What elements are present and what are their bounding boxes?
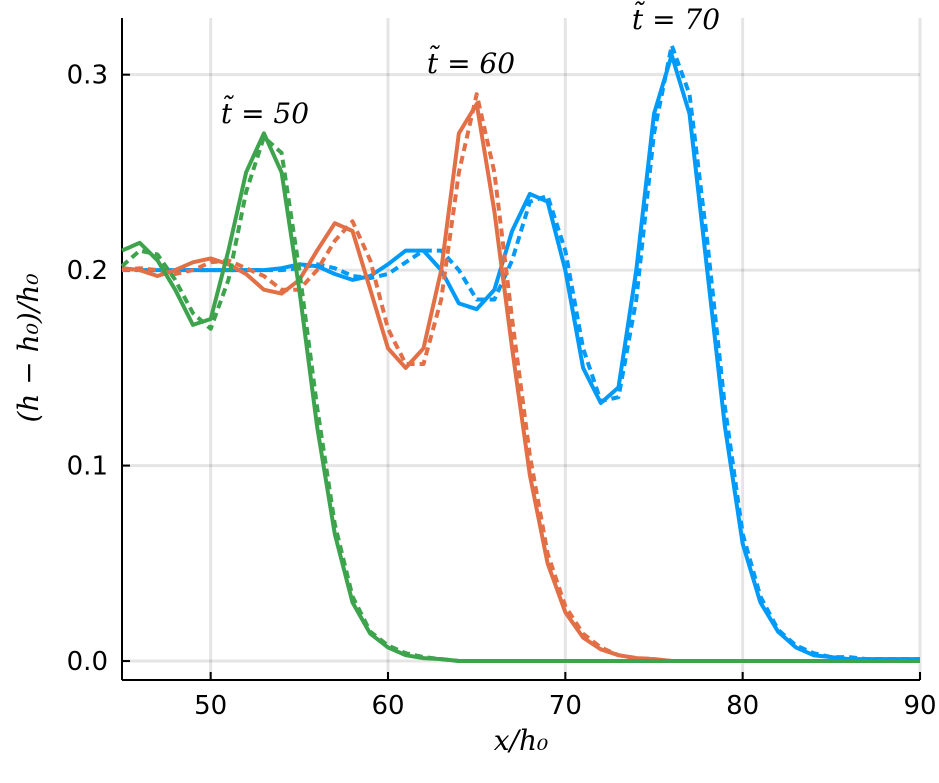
x-axis-label: x/h₀ <box>494 724 548 757</box>
x-tick-label: 50 <box>194 691 227 721</box>
annotation: t̃ = 70 <box>632 1 720 36</box>
y-tick-label: 0.0 <box>67 647 108 677</box>
annotation: t̃ = 60 <box>427 45 515 80</box>
x-tick-label: 60 <box>371 691 404 721</box>
x-tick-label: 70 <box>549 691 582 721</box>
y-tick-label: 0.1 <box>67 452 108 482</box>
line <box>121 92 920 663</box>
x-tick-label: 80 <box>726 691 759 721</box>
y-axis-label: (h − h₀)/h₀ <box>12 273 45 422</box>
y-tick-label: 0.3 <box>67 61 108 91</box>
x-tick-label: 90 <box>903 691 936 721</box>
y-tick-label: 0.2 <box>67 256 108 286</box>
annotation: t̃ = 50 <box>221 95 309 130</box>
line <box>122 43 920 662</box>
line <box>121 53 920 662</box>
line <box>121 131 920 663</box>
